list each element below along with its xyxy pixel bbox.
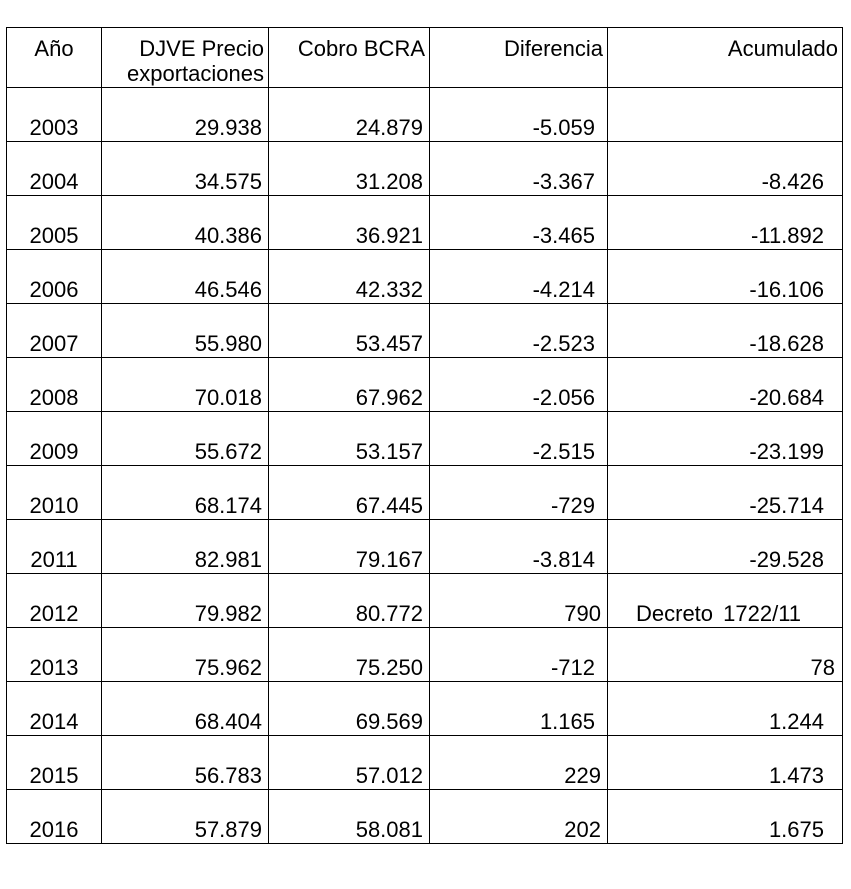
cell-acumulado: -8.426: [607, 141, 843, 196]
cell-year: 2012: [6, 573, 102, 628]
header-row: Año DJVE Precio exportaciones Cobro BCRA…: [6, 27, 843, 88]
table-row: 2015 56.783 57.012 229 1.473: [6, 735, 843, 790]
cell-year: 2010: [6, 465, 102, 520]
cell-acumulado: -23.199: [607, 411, 843, 466]
cell-diferencia: -2.515: [429, 411, 608, 466]
cell-diferencia: 202: [429, 789, 608, 844]
cell-cobro: 67.962: [268, 357, 430, 412]
cell-djve: 34.575: [101, 141, 269, 196]
header-year: Año: [6, 27, 102, 88]
cell-cobro: 67.445: [268, 465, 430, 520]
cell-cobro: 80.772: [268, 573, 430, 628]
cell-year: 2011: [6, 519, 102, 574]
cell-djve: 68.404: [101, 681, 269, 736]
header-djve-precio-exportaciones: DJVE Precio exportaciones: [101, 27, 269, 88]
cell-cobro: 31.208: [268, 141, 430, 196]
cell-djve: 57.879: [101, 789, 269, 844]
table-row: 2014 68.404 69.569 1.165 1.244: [6, 681, 843, 736]
cell-diferencia: -3.465: [429, 195, 608, 250]
cell-cobro: 53.157: [268, 411, 430, 466]
cell-diferencia: -3.367: [429, 141, 608, 196]
table-row: 2011 82.981 79.167 -3.814 -29.528: [6, 519, 843, 574]
cell-year: 2014: [6, 681, 102, 736]
cell-cobro: 79.167: [268, 519, 430, 574]
cell-year: 2008: [6, 357, 102, 412]
cell-djve: 55.672: [101, 411, 269, 466]
cell-year: 2004: [6, 141, 102, 196]
header-acumulado: Acumulado: [607, 27, 843, 88]
cell-acumulado: 1.675: [607, 789, 843, 844]
cell-acumulado: -29.528: [607, 519, 843, 574]
cell-cobro: 75.250: [268, 627, 430, 682]
data-table: Año DJVE Precio exportaciones Cobro BCRA…: [6, 27, 843, 844]
cell-cobro: 57.012: [268, 735, 430, 790]
table-row: 2007 55.980 53.457 -2.523 -18.628: [6, 303, 843, 358]
cell-cobro: 42.332: [268, 249, 430, 304]
cell-djve: 75.962: [101, 627, 269, 682]
cell-acumulado: [607, 87, 843, 142]
header-cobro-bcra: Cobro BCRA: [268, 27, 430, 88]
cell-cobro: 69.569: [268, 681, 430, 736]
cell-acumulado: 1.244: [607, 681, 843, 736]
cell-year: 2013: [6, 627, 102, 682]
cell-year: 2005: [6, 195, 102, 250]
cell-acumulado: -18.628: [607, 303, 843, 358]
cell-djve: 82.981: [101, 519, 269, 574]
cell-acumulado: 78: [607, 627, 843, 682]
cell-diferencia: -2.523: [429, 303, 608, 358]
cell-djve: 40.386: [101, 195, 269, 250]
table-row: 2005 40.386 36.921 -3.465 -11.892: [6, 195, 843, 250]
cell-year: 2015: [6, 735, 102, 790]
cell-djve: 56.783: [101, 735, 269, 790]
cell-year: 2016: [6, 789, 102, 844]
header-djve-line-1: DJVE Precio: [139, 36, 264, 61]
cell-acumulado: -25.714: [607, 465, 843, 520]
table-row: 2013 75.962 75.250 -712 78: [6, 627, 843, 682]
cell-year: 2009: [6, 411, 102, 466]
cell-acumulado: -11.892: [607, 195, 843, 250]
cell-djve: 55.980: [101, 303, 269, 358]
cell-cobro: 36.921: [268, 195, 430, 250]
cell-diferencia: -5.059: [429, 87, 608, 142]
cell-acumulado: -20.684: [607, 357, 843, 412]
cell-diferencia: -729: [429, 465, 608, 520]
cell-year: 2007: [6, 303, 102, 358]
cell-acumulado: -16.106: [607, 249, 843, 304]
cell-acumulado-note: Decreto 1722/11: [607, 573, 843, 628]
cell-acumulado: 1.473: [607, 735, 843, 790]
table-row: 2004 34.575 31.208 -3.367 -8.426: [6, 141, 843, 196]
cell-cobro: 58.081: [268, 789, 430, 844]
cell-diferencia: 229: [429, 735, 608, 790]
header-diferencia: Diferencia: [429, 27, 608, 88]
cell-diferencia: -4.214: [429, 249, 608, 304]
table-row: 2008 70.018 67.962 -2.056 -20.684: [6, 357, 843, 412]
cell-year: 2003: [6, 87, 102, 142]
header-djve-line-2: exportaciones: [127, 61, 264, 86]
cell-cobro: 24.879: [268, 87, 430, 142]
table-row: 2003 29.938 24.879 -5.059: [6, 87, 843, 142]
cell-cobro: 53.457: [268, 303, 430, 358]
cell-diferencia: 790: [429, 573, 608, 628]
table-row: 2006 46.546 42.332 -4.214 -16.106: [6, 249, 843, 304]
cell-djve: 29.938: [101, 87, 269, 142]
table-row: 2012 79.982 80.772 790 Decreto 1722/11: [6, 573, 843, 628]
cell-diferencia: -2.056: [429, 357, 608, 412]
cell-djve: 79.982: [101, 573, 269, 628]
cell-year: 2006: [6, 249, 102, 304]
cell-djve: 70.018: [101, 357, 269, 412]
cell-djve: 46.546: [101, 249, 269, 304]
cell-diferencia: -3.814: [429, 519, 608, 574]
cell-diferencia: 1.165: [429, 681, 608, 736]
table-row: 2016 57.879 58.081 202 1.675: [6, 789, 843, 844]
cell-diferencia: -712: [429, 627, 608, 682]
cell-djve: 68.174: [101, 465, 269, 520]
table-row: 2009 55.672 53.157 -2.515 -23.199: [6, 411, 843, 466]
table-row: 2010 68.174 67.445 -729 -25.714: [6, 465, 843, 520]
